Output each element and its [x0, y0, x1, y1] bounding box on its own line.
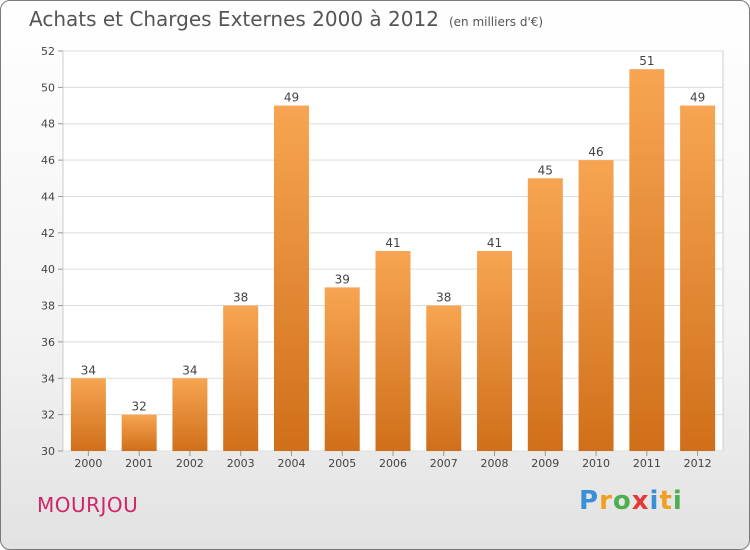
y-tick-label: 40: [41, 263, 55, 276]
value-label: 49: [690, 91, 705, 105]
value-label: 34: [81, 363, 96, 377]
bar-2012: [680, 105, 716, 451]
y-tick-label: 46: [41, 154, 55, 167]
x-tick-label: 2005: [328, 457, 356, 470]
bars: [70, 69, 716, 456]
bar-2011: [629, 69, 665, 451]
x-tick-label: 2010: [582, 457, 610, 470]
x-tick-label: 2001: [125, 457, 153, 470]
y-tick-label: 48: [41, 118, 55, 131]
proxiti-logo: Proxiti: [579, 486, 683, 516]
logo-letter: x: [631, 486, 650, 516]
bar-2002: [172, 378, 208, 451]
x-tick-label: 2004: [277, 457, 305, 470]
x-tick-label: 2006: [379, 457, 407, 470]
x-tick-label: 2011: [633, 457, 661, 470]
y-tick-label: 42: [41, 227, 55, 240]
x-tick-labels: 2000 2001 2002 2003 2004 2005 2006 2007 2008 2009…: [74, 457, 711, 470]
y-tick-label: 52: [41, 45, 55, 58]
value-label: 34: [182, 363, 197, 377]
y-tick-label: 32: [41, 409, 55, 422]
y-tick-label: 38: [41, 300, 55, 313]
y-tick-label: 36: [41, 336, 55, 349]
value-label: 49: [284, 91, 299, 105]
bar-2010: [578, 160, 614, 451]
value-label: 45: [538, 163, 553, 177]
x-tick-label: 2008: [481, 457, 509, 470]
value-label: 46: [588, 145, 603, 159]
x-tick-label: 2007: [430, 457, 458, 470]
x-tick-label: 2009: [531, 457, 559, 470]
value-label: 32: [132, 400, 147, 414]
logo-letter: o: [612, 486, 632, 516]
y-tick-labels: 30 32 34 36 38 40 42 44 46 48 50 52: [41, 45, 55, 458]
value-labels: 34 32 34 38 49 39 41 38 41 45 46 51 49: [81, 54, 706, 413]
bar-2007: [426, 305, 462, 451]
bar-2001: [121, 414, 157, 451]
logo-letter: P: [579, 486, 600, 516]
bar-2008: [477, 251, 513, 451]
value-label: 51: [639, 54, 654, 68]
bar-2003: [223, 305, 259, 451]
value-label: 38: [436, 291, 451, 305]
value-label: 38: [233, 291, 248, 305]
x-tick-label: 2003: [227, 457, 255, 470]
value-label: 41: [487, 236, 502, 250]
chart-title-text: Achats et Charges Externes 2000 à 2012: [29, 7, 439, 31]
y-tick-label: 30: [41, 445, 55, 458]
y-tick-label: 50: [41, 81, 55, 94]
chart-title: Achats et Charges Externes 2000 à 2012 (e…: [29, 7, 543, 31]
x-tick-label: 2000: [74, 457, 102, 470]
bar-2000: [70, 378, 106, 451]
y-tick-label: 34: [41, 372, 55, 385]
bar-2009: [527, 178, 563, 452]
value-label: 41: [385, 236, 400, 250]
logo-letter: t: [659, 486, 673, 516]
commune-name: MOURJOU: [37, 493, 139, 517]
bar-2004: [273, 105, 309, 451]
x-tick-label: 2002: [176, 457, 204, 470]
logo-letter: r: [599, 486, 613, 516]
chart-subtitle: (en milliers d'€): [448, 15, 544, 29]
x-tick-label: 2012: [684, 457, 712, 470]
bar-2006: [375, 251, 411, 451]
logo-letter: i: [649, 486, 660, 516]
value-label: 39: [335, 272, 350, 286]
y-tick-label: 44: [41, 190, 55, 203]
bar-2005: [324, 287, 360, 451]
logo-letter: i: [672, 486, 683, 516]
